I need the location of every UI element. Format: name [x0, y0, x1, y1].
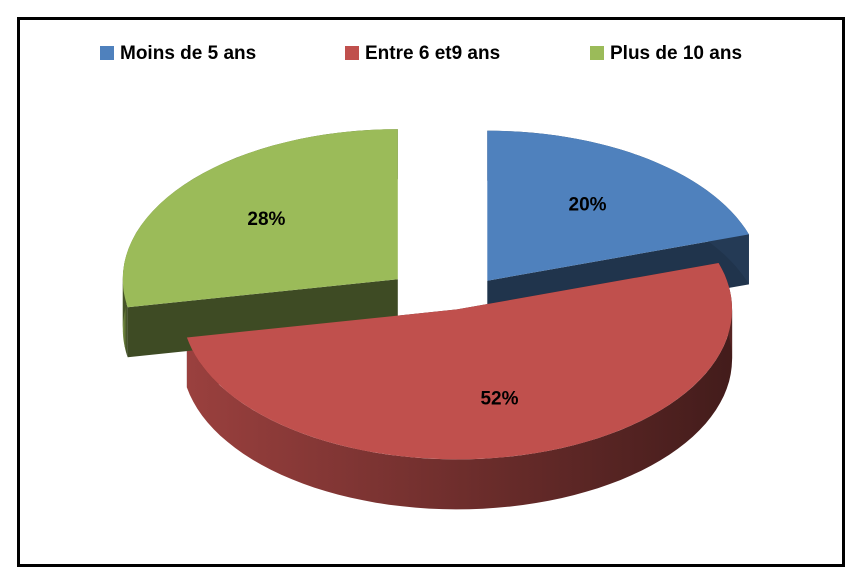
slice	[487, 130, 749, 281]
slice-side	[186, 309, 733, 510]
data-label: 28%	[247, 209, 285, 230]
legend-swatch	[345, 46, 359, 60]
legend-label: Entre 6 et9 ans	[365, 43, 500, 64]
legend-swatch	[100, 46, 114, 60]
slice	[122, 129, 398, 308]
data-label: 52%	[480, 388, 518, 409]
slice	[186, 263, 732, 460]
legend-label: Moins de 5 ans	[120, 43, 256, 64]
data-label: 20%	[569, 195, 607, 216]
legend-swatch	[590, 46, 604, 60]
legend-label: Plus de 10 ans	[610, 43, 742, 64]
